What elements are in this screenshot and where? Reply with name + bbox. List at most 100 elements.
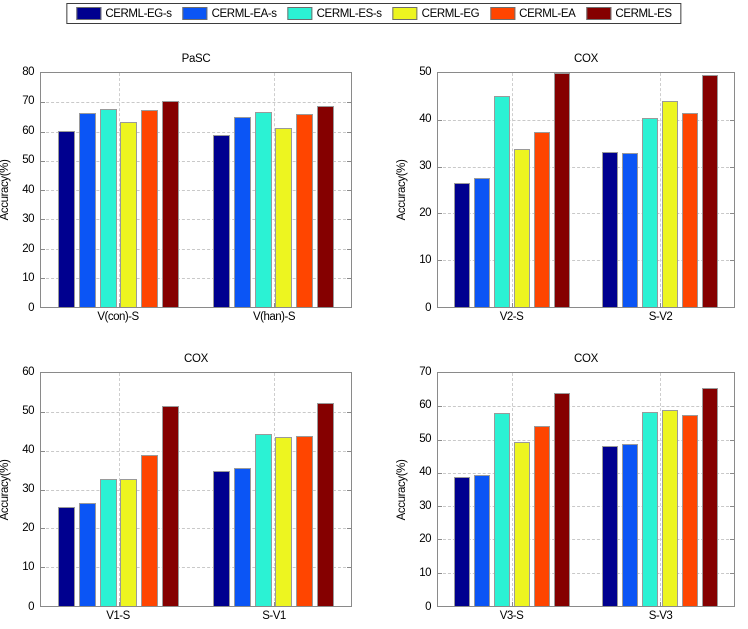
bar-CERML-EG	[120, 121, 138, 307]
bar-CERML-ES-s	[493, 412, 511, 606]
bar-CERML-EG	[661, 100, 678, 307]
bar-CERML-EA-s	[622, 443, 639, 606]
legend-label: CERML-ES-s	[316, 7, 382, 20]
y-tick-mark	[41, 277, 45, 279]
bar-CERML-EA	[681, 113, 698, 307]
y-tick-label: 40	[419, 466, 431, 479]
plot-area	[437, 372, 735, 607]
y-tick-label: 60	[22, 365, 34, 378]
y-tick-label: 30	[22, 483, 34, 495]
bar-CERML-ES-s	[641, 118, 659, 307]
plot-area	[40, 372, 352, 607]
legend-swatch	[586, 7, 612, 20]
legend-swatch	[392, 7, 418, 20]
bar-CERML-EG	[513, 441, 530, 606]
y-tick-mark	[347, 411, 351, 413]
bar-CERML-EA-s	[622, 153, 639, 307]
y-tick-mark	[347, 160, 351, 162]
y-tick-mark	[347, 219, 351, 221]
y-tick-mark	[41, 190, 45, 191]
gridline-horizontal	[438, 213, 734, 215]
bar-CERML-EG	[120, 479, 138, 606]
gridline-horizontal	[41, 528, 351, 530]
x-tick-label: V2-S	[499, 311, 524, 323]
gridline-horizontal	[41, 219, 351, 221]
bar-CERML-ES	[701, 75, 718, 307]
gridline-vertical	[512, 373, 513, 606]
bar-CERML-ES	[317, 106, 335, 307]
gridline-vertical	[273, 373, 275, 606]
gridline-horizontal	[41, 567, 351, 569]
y-tick-mark	[730, 506, 734, 508]
gridline-vertical	[273, 73, 275, 307]
legend-swatch	[182, 7, 208, 20]
y-tick-label: 20	[419, 533, 431, 546]
y-tick-label: 80	[22, 65, 34, 78]
y-tick-mark	[438, 506, 442, 508]
y-tick-mark	[730, 119, 734, 121]
bar-CERML-EA-s	[78, 503, 96, 606]
chart-title: COX	[573, 53, 599, 65]
bar-CERML-EG-s	[212, 135, 230, 307]
gridline-horizontal	[41, 248, 351, 250]
bar-CERML-EA-s	[78, 113, 96, 307]
y-tick-mark	[41, 102, 45, 104]
y-tick-mark	[438, 260, 442, 262]
y-tick-label: 0	[425, 301, 431, 314]
y-tick-mark	[347, 567, 351, 569]
y-tick-mark	[41, 248, 45, 250]
y-tick-mark	[347, 248, 351, 250]
bar-CERML-EA	[141, 455, 159, 606]
bar-CERML-ES	[162, 101, 180, 307]
x-tick-label: V1-S	[106, 610, 130, 622]
x-tick-label: V3-S	[499, 610, 524, 622]
bar-CERML-EG	[661, 410, 678, 606]
y-tick-label: 10	[419, 254, 431, 267]
y-tick-label: 50	[419, 65, 431, 78]
legend-item: CERML-EG	[392, 7, 480, 20]
bar-CERML-EA-s	[233, 468, 251, 606]
x-tick-mark	[273, 303, 275, 307]
bar-CERML-EA-s	[474, 474, 491, 606]
x-tick-mark	[660, 303, 661, 307]
y-tick-mark	[41, 528, 45, 530]
legend: CERML-EG-s CERML-EA-s CERML-ES-s CERML-EG CE…	[66, 3, 682, 24]
y-tick-mark	[438, 406, 442, 408]
chart-title: PaSC	[181, 53, 211, 65]
y-tick-label: 10	[22, 272, 34, 284]
gridline-horizontal	[41, 190, 351, 191]
plot-area	[437, 72, 735, 308]
bar-CERML-EA	[533, 426, 550, 606]
bar-CERML-EG-s	[57, 130, 75, 307]
bar-CERML-EG-s	[602, 151, 619, 307]
bar-CERML-ES	[701, 387, 718, 606]
bar-CERML-EG	[513, 148, 530, 307]
x-tick-label: S-V1	[262, 610, 286, 622]
y-tick-mark	[347, 277, 351, 279]
y-tick-label: 20	[22, 522, 34, 535]
bar-CERML-EG-s	[212, 470, 230, 606]
y-tick-mark	[347, 489, 351, 491]
gridline-vertical	[512, 73, 513, 307]
y-tick-mark	[41, 219, 45, 221]
x-tick-label: V(han)-S	[252, 311, 296, 323]
y-tick-label: 0	[28, 600, 34, 613]
gridline-horizontal	[41, 277, 351, 279]
y-tick-mark	[730, 439, 734, 441]
bar-CERML-EA	[681, 414, 698, 606]
y-tick-mark	[438, 539, 442, 541]
y-tick-label: 60	[22, 124, 34, 137]
x-tick-mark	[512, 602, 513, 606]
x-tick-label: S-V2	[648, 311, 673, 323]
y-tick-label: 20	[419, 207, 431, 220]
gridline-vertical	[118, 73, 120, 307]
y-tick-mark	[730, 539, 734, 541]
y-tick-mark	[438, 572, 442, 574]
legend-label: CERML-EA-s	[211, 7, 277, 20]
y-tick-mark	[438, 119, 442, 121]
gridline-vertical	[118, 373, 120, 606]
gridline-horizontal	[41, 102, 351, 104]
y-tick-mark	[347, 102, 351, 104]
bar-CERML-ES	[553, 392, 570, 606]
legend-label: CERML-EG-s	[105, 7, 172, 20]
